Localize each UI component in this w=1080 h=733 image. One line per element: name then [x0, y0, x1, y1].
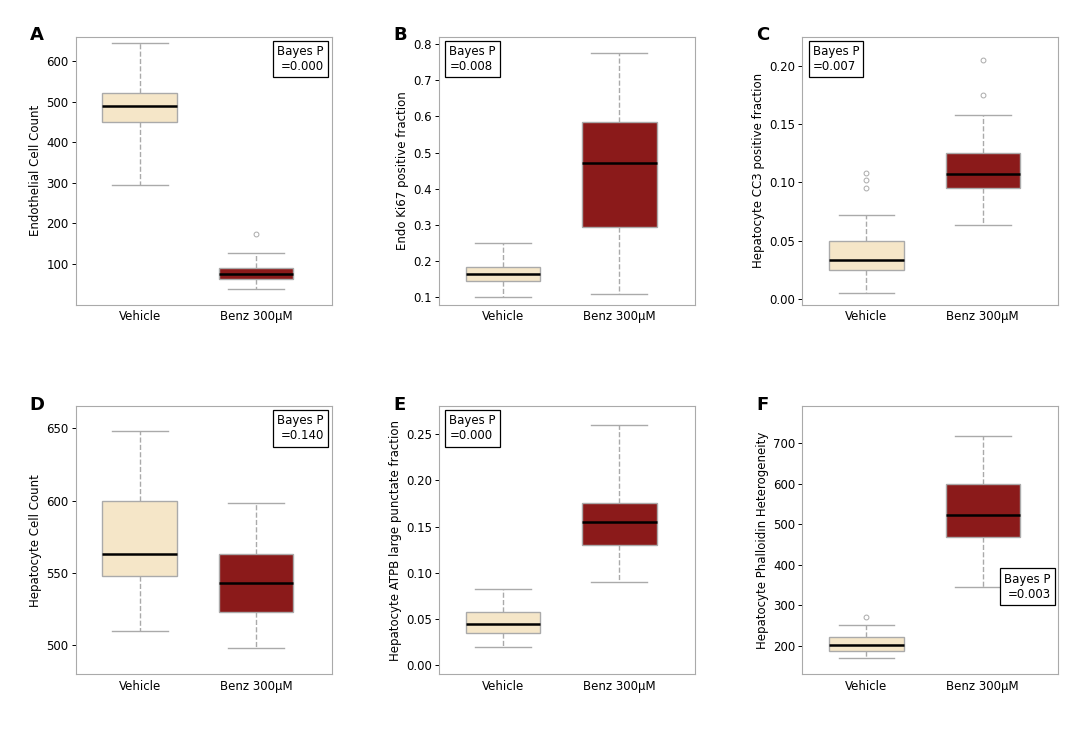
Text: Bayes P
=0.000: Bayes P =0.000 [449, 414, 496, 443]
Bar [946, 485, 1020, 537]
Bar [829, 637, 904, 651]
Text: B: B [393, 26, 406, 44]
Bar [829, 240, 904, 270]
Y-axis label: Hepatocyte CC3 positive fraction: Hepatocyte CC3 positive fraction [753, 73, 766, 268]
Bar [582, 504, 657, 545]
Text: D: D [29, 396, 44, 413]
Y-axis label: Endo Ki67 positive fraction: Endo Ki67 positive fraction [396, 91, 409, 250]
Bar [103, 501, 177, 576]
Y-axis label: Endothelial Cell Count: Endothelial Cell Count [29, 105, 42, 236]
Text: Bayes P
=0.008: Bayes P =0.008 [449, 45, 496, 73]
Y-axis label: Hepatocyte Phalloidin Heterogeneity: Hepatocyte Phalloidin Heterogeneity [756, 432, 769, 649]
Text: Bayes P
=0.000: Bayes P =0.000 [278, 45, 324, 73]
Text: Bayes P
=0.007: Bayes P =0.007 [812, 45, 860, 73]
Bar [465, 267, 540, 281]
Y-axis label: Hepatocyte ATPB large punctate fraction: Hepatocyte ATPB large punctate fraction [389, 420, 402, 661]
Text: F: F [756, 396, 769, 413]
Bar [946, 153, 1020, 188]
Text: A: A [29, 26, 43, 44]
Bar [582, 122, 657, 226]
Text: E: E [393, 396, 405, 413]
Text: Bayes P
=0.140: Bayes P =0.140 [278, 414, 324, 443]
Bar [218, 554, 293, 612]
Bar [103, 94, 177, 122]
Text: Bayes P
=0.003: Bayes P =0.003 [1004, 572, 1051, 600]
Y-axis label: Hepatocyte Cell Count: Hepatocyte Cell Count [29, 474, 42, 607]
Bar [218, 268, 293, 279]
Bar [465, 611, 540, 633]
Text: C: C [756, 26, 770, 44]
